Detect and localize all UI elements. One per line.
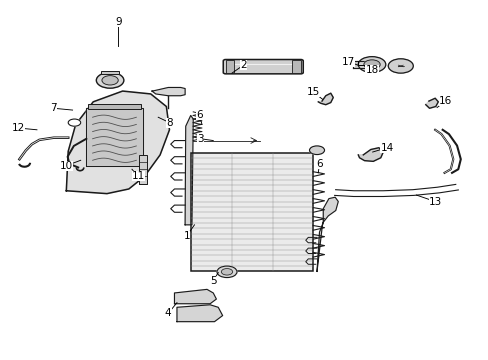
Text: 6: 6 (316, 159, 322, 169)
Polygon shape (358, 148, 383, 161)
Polygon shape (318, 93, 333, 105)
Text: 11: 11 (131, 171, 144, 181)
Text: 9: 9 (115, 17, 122, 27)
Text: 18: 18 (365, 64, 378, 75)
Polygon shape (352, 61, 367, 68)
Text: 6: 6 (196, 111, 203, 121)
Text: 13: 13 (427, 197, 441, 207)
Circle shape (96, 72, 123, 88)
Circle shape (102, 76, 118, 85)
Text: 3: 3 (197, 134, 203, 144)
Polygon shape (66, 91, 169, 194)
Text: 15: 15 (306, 87, 319, 97)
Circle shape (387, 59, 412, 73)
Text: 16: 16 (438, 96, 451, 106)
Text: 12: 12 (12, 123, 25, 133)
Circle shape (363, 60, 379, 69)
Polygon shape (177, 305, 222, 321)
Bar (191, 153, 313, 271)
Bar (225, 60, 234, 73)
Circle shape (217, 266, 237, 278)
Bar (291, 60, 300, 73)
Polygon shape (174, 289, 216, 304)
Bar (139, 155, 147, 184)
Text: 14: 14 (380, 143, 393, 153)
Circle shape (309, 146, 324, 154)
Text: 8: 8 (166, 118, 172, 128)
Text: 10: 10 (60, 161, 73, 171)
Polygon shape (86, 108, 142, 166)
FancyBboxPatch shape (223, 59, 303, 74)
Polygon shape (425, 98, 437, 108)
Polygon shape (185, 116, 193, 225)
Circle shape (358, 57, 385, 72)
Text: 17: 17 (341, 57, 354, 67)
Text: 7: 7 (50, 103, 57, 113)
Polygon shape (316, 197, 338, 271)
Circle shape (68, 119, 81, 126)
Text: 1: 1 (183, 231, 190, 240)
Circle shape (221, 269, 232, 275)
Text: 2: 2 (240, 60, 246, 70)
Bar (101, 71, 119, 74)
Text: 5: 5 (209, 276, 216, 286)
Bar (88, 104, 141, 109)
Polygon shape (152, 87, 185, 96)
Text: 4: 4 (164, 309, 171, 318)
